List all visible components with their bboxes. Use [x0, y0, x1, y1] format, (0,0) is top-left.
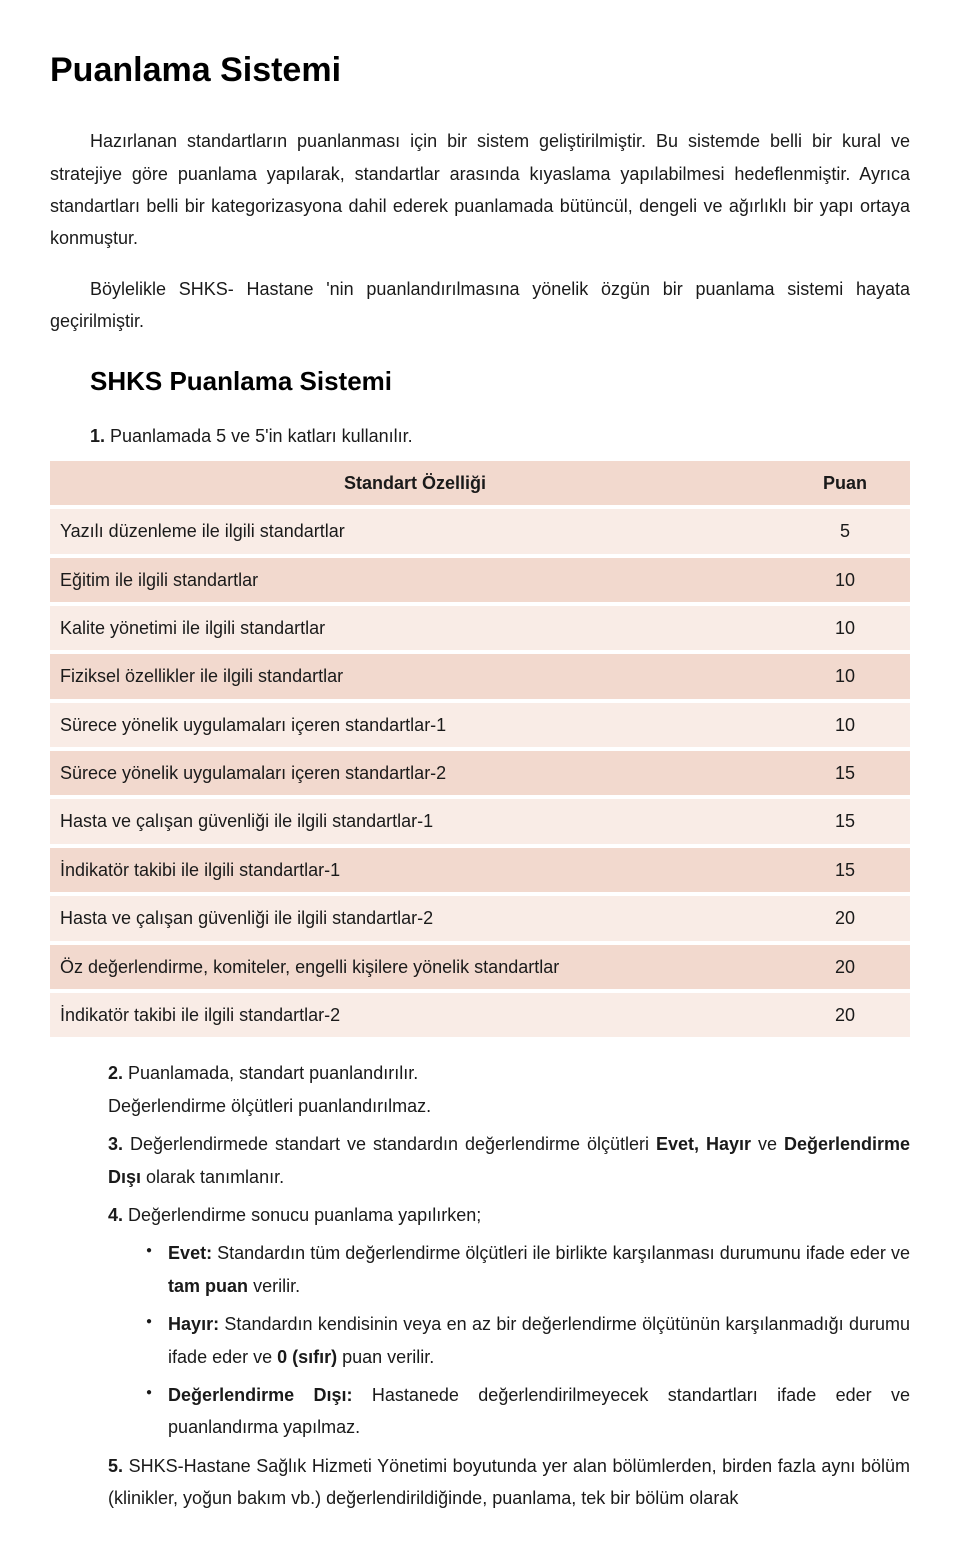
- table-row: Sürece yönelik uygulamaları içeren stand…: [50, 749, 910, 797]
- rule-5-number: 5.: [108, 1456, 123, 1476]
- rule-2: 2. Puanlamada, standart puanlandırılır. …: [108, 1057, 910, 1122]
- scoring-table: Standart Özelliği Puan Yazılı düzenleme …: [50, 461, 910, 1042]
- rules-list: 2. Puanlamada, standart puanlandırılır. …: [90, 1057, 910, 1514]
- table-row: Hasta ve çalışan güvenliği ile ilgili st…: [50, 797, 910, 845]
- bullet-hayir-lead: Hayır:: [168, 1314, 219, 1334]
- page-title: Puanlama Sistemi: [50, 40, 910, 101]
- table-cell-value: 10: [780, 604, 910, 652]
- rule-1: 1. Puanlamada 5 ve 5'in katları kullanıl…: [90, 420, 910, 452]
- table-header-score: Puan: [780, 461, 910, 507]
- rule-4-number: 4.: [108, 1205, 123, 1225]
- rule-3-bold-1: Evet, Hayır: [656, 1134, 751, 1154]
- table-row: İndikatör takibi ile ilgili standartlar-…: [50, 991, 910, 1039]
- intro-paragraph-2: Böylelikle SHKS- Hastane 'nin puanlandır…: [50, 273, 910, 338]
- table-cell-value: 10: [780, 556, 910, 604]
- table-cell-label: Sürece yönelik uygulamaları içeren stand…: [50, 749, 780, 797]
- rule-1-text: Puanlamada 5 ve 5'in katları kullanılır.: [105, 426, 413, 446]
- bullet-evet-tail: verilir.: [248, 1276, 300, 1296]
- table-cell-label: Eğitim ile ilgili standartlar: [50, 556, 780, 604]
- table-row: Sürece yönelik uygulamaları içeren stand…: [50, 701, 910, 749]
- rule-1-number: 1.: [90, 426, 105, 446]
- intro-paragraph-1: Hazırlanan standartların puanlanması içi…: [50, 125, 910, 255]
- table-cell-value: 5: [780, 507, 910, 555]
- table-cell-label: Hasta ve çalışan güvenliği ile ilgili st…: [50, 797, 780, 845]
- rule-2-line-1: Puanlamada, standart puanlandırılır.: [123, 1063, 418, 1083]
- table-cell-value: 20: [780, 991, 910, 1039]
- bullet-disi-lead: Değerlendirme Dışı:: [168, 1385, 352, 1405]
- rule-3-pre: Değerlendirmede standart ve standardın d…: [123, 1134, 656, 1154]
- intro-block: Hazırlanan standartların puanlanması içi…: [50, 125, 910, 337]
- bullet-evet-bold: tam puan: [168, 1276, 248, 1296]
- table-header-feature: Standart Özelliği: [50, 461, 780, 507]
- table-cell-label: Sürece yönelik uygulamaları içeren stand…: [50, 701, 780, 749]
- bullet-hayir-bold: 0 (sıfır): [277, 1347, 337, 1367]
- table-row: Hasta ve çalışan güvenliği ile ilgili st…: [50, 894, 910, 942]
- rule-3: 3. Değerlendirmede standart ve standardı…: [108, 1128, 910, 1193]
- bullet-hayir: ● Hayır: Standardın kendisinin veya en a…: [146, 1308, 910, 1373]
- bullet-hayir-tail: puan verilir.: [337, 1347, 434, 1367]
- table-cell-label: Kalite yönetimi ile ilgili standartlar: [50, 604, 780, 652]
- table-row: Yazılı düzenleme ile ilgili standartlar5: [50, 507, 910, 555]
- rule-5-text: SHKS-Hastane Sağlık Hizmeti Yönetimi boy…: [108, 1456, 910, 1508]
- rule-2-number: 2.: [108, 1063, 123, 1083]
- rule-5: 5. SHKS-Hastane Sağlık Hizmeti Yönetimi …: [108, 1450, 910, 1515]
- bullet-evet-rest: Standardın tüm değerlendirme ölçütleri i…: [212, 1243, 910, 1263]
- rule-3-mid: ve: [751, 1134, 784, 1154]
- table-cell-value: 20: [780, 943, 910, 991]
- rule-3-post: olarak tanımlanır.: [141, 1167, 284, 1187]
- table-cell-label: Fiziksel özellikler ile ilgili standartl…: [50, 652, 780, 700]
- bullet-disi: ● Değerlendirme Dışı: Hastanede değerlen…: [146, 1379, 910, 1444]
- table-row: Öz değerlendirme, komiteler, engelli kiş…: [50, 943, 910, 991]
- table-cell-value: 15: [780, 749, 910, 797]
- rule-2-line-2: Değerlendirme ölçütleri puanlandırılmaz.: [108, 1096, 431, 1116]
- bullet-icon: ●: [146, 1308, 152, 1336]
- bullet-evet-lead: Evet:: [168, 1243, 212, 1263]
- bullet-evet: ● Evet: Standardın tüm değerlendirme ölç…: [146, 1237, 910, 1302]
- subtitle: SHKS Puanlama Sistemi: [90, 358, 910, 405]
- table-cell-value: 10: [780, 652, 910, 700]
- bullet-icon: ●: [146, 1379, 152, 1407]
- table-cell-label: İndikatör takibi ile ilgili standartlar-…: [50, 846, 780, 894]
- table-cell-value: 15: [780, 797, 910, 845]
- table-cell-value: 20: [780, 894, 910, 942]
- table-cell-label: Öz değerlendirme, komiteler, engelli kiş…: [50, 943, 780, 991]
- table-row: Eğitim ile ilgili standartlar10: [50, 556, 910, 604]
- rule-4-bullets: ● Evet: Standardın tüm değerlendirme ölç…: [146, 1237, 910, 1443]
- bullet-icon: ●: [146, 1237, 152, 1265]
- rule-4: 4. Değerlendirme sonucu puanlama yapılır…: [108, 1199, 910, 1231]
- rule-3-number: 3.: [108, 1134, 123, 1154]
- rule-4-text: Değerlendirme sonucu puanlama yapılırken…: [123, 1205, 481, 1225]
- table-cell-label: Yazılı düzenleme ile ilgili standartlar: [50, 507, 780, 555]
- table-cell-value: 15: [780, 846, 910, 894]
- table-cell-value: 10: [780, 701, 910, 749]
- table-cell-label: İndikatör takibi ile ilgili standartlar-…: [50, 991, 780, 1039]
- table-row: Kalite yönetimi ile ilgili standartlar10: [50, 604, 910, 652]
- table-row: Fiziksel özellikler ile ilgili standartl…: [50, 652, 910, 700]
- table-row: İndikatör takibi ile ilgili standartlar-…: [50, 846, 910, 894]
- table-cell-label: Hasta ve çalışan güvenliği ile ilgili st…: [50, 894, 780, 942]
